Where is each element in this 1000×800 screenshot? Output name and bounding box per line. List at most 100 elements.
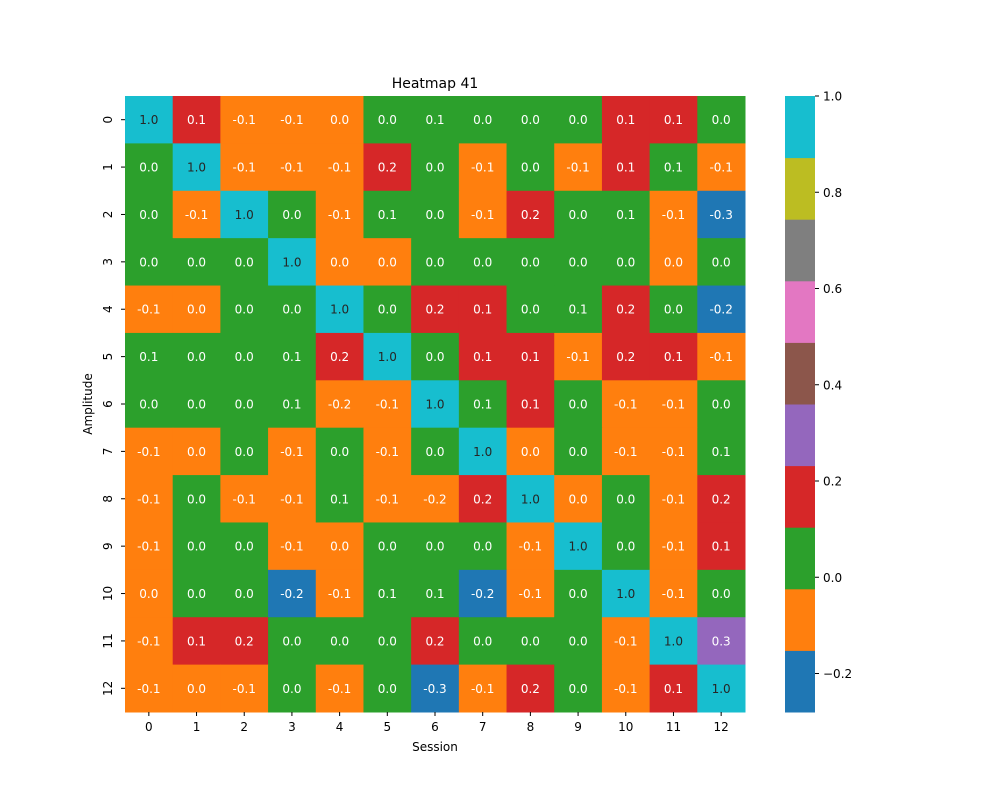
cell-value-label: -0.1 [233, 113, 256, 127]
heatmap-cell [220, 96, 269, 144]
colorbar-segment [785, 157, 815, 220]
cell-value-label: -0.1 [566, 161, 589, 175]
colorbar-tick-label: 0.8 [823, 186, 842, 200]
cell-value-label: 0.1 [378, 208, 397, 222]
heatmap-cell [458, 285, 508, 334]
heatmap-cell [268, 475, 317, 523]
colorbar-tick-label: −0.2 [823, 667, 852, 681]
heatmap-cell [506, 380, 555, 429]
cell-value-label: 0.2 [616, 303, 635, 317]
cell-value-label: 0.0 [664, 303, 683, 317]
cell-value-label: 0.0 [139, 587, 158, 601]
cell-value-label: 0.0 [473, 634, 492, 648]
cell-value-label: 0.1 [282, 350, 301, 364]
heatmap-cell [649, 285, 698, 334]
cell-value-label: 1.0 [330, 303, 349, 317]
heatmap-cell [125, 96, 174, 144]
heatmap-cell [315, 617, 364, 666]
cell-value-label: 0.0 [425, 208, 444, 222]
heatmap-cell [649, 475, 698, 523]
heatmap-cell [649, 380, 698, 429]
x-tick-label: 5 [383, 720, 391, 734]
heatmap-cell [363, 380, 412, 429]
heatmap-cell [649, 96, 698, 144]
cell-value-label: -0.1 [137, 303, 160, 317]
heatmap-cell [172, 380, 221, 429]
colorbar-segment [785, 588, 815, 651]
cell-value-label: 1.0 [235, 208, 254, 222]
cell-value-label: 0.0 [569, 255, 588, 269]
cell-value-label: 0.2 [712, 492, 731, 506]
heatmap-cell [363, 143, 412, 192]
heatmap-cell [554, 569, 603, 618]
cell-value-label: 0.1 [616, 208, 635, 222]
x-tick-label: 12 [714, 720, 729, 734]
cell-value-label: 0.0 [139, 161, 158, 175]
cell-value-label: 0.1 [521, 350, 540, 364]
heatmap-cell [601, 238, 651, 287]
cell-value-label: 0.2 [473, 492, 492, 506]
colorbar-segment [785, 219, 815, 282]
cell-value-label: 0.0 [569, 492, 588, 506]
heatmap-cell [411, 285, 460, 334]
colorbar-tick-label: 0.2 [823, 475, 842, 489]
x-tick-label: 2 [240, 720, 248, 734]
cell-value-label: -0.1 [471, 682, 494, 696]
heatmap-cell [554, 190, 603, 239]
cell-value-label: -0.1 [662, 398, 685, 412]
cell-value-label: 0.2 [378, 161, 397, 175]
heatmap-cell [125, 617, 174, 666]
heatmap-cell [363, 522, 412, 571]
cell-value-label: -0.1 [328, 161, 351, 175]
cell-value-label: 0.0 [330, 540, 349, 554]
cell-value-label: 0.0 [187, 398, 206, 412]
colorbar-segment [785, 342, 815, 405]
cell-value-label: 0.1 [712, 540, 731, 554]
heatmap-cell [315, 285, 364, 334]
heatmap-cell [220, 238, 269, 287]
heatmap-cell [315, 569, 364, 618]
cell-value-label: 1.0 [139, 113, 158, 127]
cell-value-label: -0.3 [423, 682, 446, 696]
heatmap-cell [268, 427, 317, 476]
cell-value-label: -0.1 [280, 540, 303, 554]
cell-value-label: 0.0 [378, 540, 397, 554]
heatmap-cell [697, 285, 746, 334]
cell-value-label: -0.1 [519, 587, 542, 601]
cell-value-label: -0.1 [137, 492, 160, 506]
cell-value-label: 0.0 [187, 587, 206, 601]
x-tick-label: 6 [431, 720, 439, 734]
cell-value-label: -0.1 [614, 398, 637, 412]
cell-value-label: -0.1 [519, 540, 542, 554]
colorbar-tick-label: 0.6 [823, 282, 842, 296]
cell-value-label: -0.2 [471, 587, 494, 601]
heatmap-cell [315, 380, 364, 429]
cell-value-label: 0.0 [282, 208, 301, 222]
cell-value-label: 0.0 [378, 634, 397, 648]
cell-value-label: 0.0 [330, 445, 349, 459]
cell-value-label: 0.0 [378, 303, 397, 317]
heatmap-cell [458, 569, 508, 618]
heatmap-cell [363, 238, 412, 287]
cell-value-label: -0.1 [662, 445, 685, 459]
heatmap-cell [125, 190, 174, 239]
cell-value-label: 0.1 [664, 161, 683, 175]
cell-value-label: 0.0 [235, 350, 254, 364]
cell-value-label: 0.0 [425, 350, 444, 364]
heatmap-cell [601, 522, 651, 571]
heatmap-cell [458, 332, 508, 381]
heatmap-cell [506, 332, 555, 381]
heatmap-cell [649, 569, 698, 618]
heatmap-cell [697, 190, 746, 239]
heatmap-cell [458, 522, 508, 571]
cell-value-label: 0.1 [473, 398, 492, 412]
cell-value-label: -0.1 [662, 492, 685, 506]
colorbar-tick-label: 0.0 [823, 571, 842, 585]
cell-value-label: 0.0 [282, 303, 301, 317]
x-axis-ticks: 0 1 2 3 4 5 6 7 8 9 10 11 12 [145, 712, 729, 734]
heatmap-cell [315, 427, 364, 476]
colorbar-segment [785, 96, 815, 159]
x-tick-label: 8 [527, 720, 535, 734]
cell-value-label: 0.0 [425, 161, 444, 175]
